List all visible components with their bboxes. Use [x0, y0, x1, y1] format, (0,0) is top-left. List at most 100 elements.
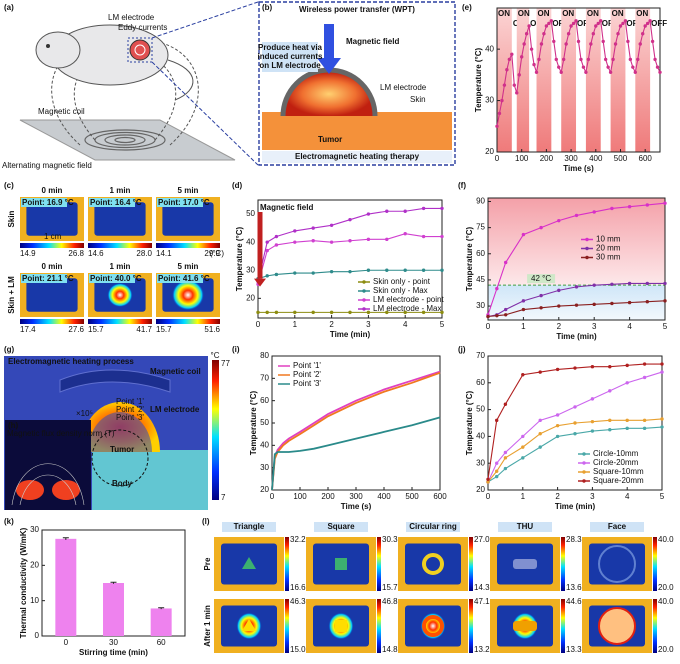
- scale-min: 15.7: [88, 325, 104, 334]
- scale-min: 16.6: [290, 583, 306, 592]
- point: [610, 301, 614, 306]
- point: [521, 445, 525, 449]
- point-readout: Point: 40.0 °C: [90, 274, 142, 283]
- y-tick-label: 45: [476, 275, 485, 284]
- legend-label: 20 mm: [596, 244, 621, 253]
- y-tick-label: 0: [35, 631, 40, 640]
- point: [532, 62, 536, 67]
- label: Eddy currents: [118, 23, 167, 32]
- panel-label: (a): [4, 3, 14, 12]
- panel-g-art: [4, 356, 219, 510]
- y-tick-label: 20: [260, 485, 269, 494]
- bar: [55, 538, 77, 636]
- x-tick-label: 4: [403, 320, 408, 329]
- x-tick-label: 300: [564, 154, 578, 163]
- label: on LM electrode: [259, 61, 321, 70]
- colorbar: [469, 537, 473, 591]
- scale-min: 14.6: [88, 249, 104, 258]
- point: [590, 429, 595, 433]
- point: [366, 268, 371, 272]
- legend-label: Point '3': [293, 379, 321, 388]
- point: [618, 24, 623, 28]
- legend-marker: [585, 255, 589, 260]
- point: [265, 240, 269, 244]
- y-tick-label: 30: [246, 265, 255, 274]
- off-label: OFF: [602, 19, 618, 28]
- point: [608, 428, 612, 432]
- x-tick-label: 0: [256, 320, 261, 329]
- point: [561, 57, 566, 62]
- shape-title-box: [406, 522, 460, 532]
- x-tick-label: 0: [486, 492, 491, 501]
- point: [625, 363, 629, 368]
- thermal-image-body: [94, 202, 146, 236]
- label: Alternating magnetic field: [2, 161, 92, 170]
- shape-title-box: [498, 522, 552, 532]
- point: [521, 434, 525, 439]
- point: [642, 418, 647, 423]
- point: [486, 314, 490, 319]
- plot-frame: [487, 197, 666, 321]
- y-tick-label: 20: [476, 485, 485, 494]
- point: [503, 456, 508, 460]
- x-tick-label: 5: [660, 492, 665, 501]
- point: [650, 39, 655, 44]
- x-tick-label: 0: [270, 492, 275, 501]
- point: [521, 307, 526, 312]
- scale-max: 28.3: [566, 535, 582, 544]
- x-tick-label: 100: [515, 154, 529, 163]
- pattern: [422, 615, 444, 637]
- colorbar: [88, 243, 152, 248]
- point: [403, 209, 407, 213]
- shape-title: THU: [517, 522, 534, 531]
- point: [385, 237, 389, 242]
- on-band: [610, 8, 626, 152]
- point: [504, 260, 508, 265]
- scale-max: 46.8: [382, 597, 398, 606]
- point: [504, 313, 508, 317]
- scale-max: 26.8: [68, 249, 84, 258]
- body: [92, 450, 208, 510]
- point: [655, 65, 660, 69]
- threshold-label: 42 °C: [531, 274, 551, 283]
- point: [557, 218, 561, 223]
- point: [507, 57, 512, 62]
- y-axis-label: Temperature (°C): [235, 226, 244, 291]
- point: [421, 268, 426, 272]
- point: [274, 310, 279, 315]
- point: [495, 418, 499, 423]
- point: [527, 24, 531, 28]
- panel-a-art: [19, 1, 259, 166]
- thermal-image-hot: [107, 282, 133, 308]
- label: Tumor: [318, 135, 342, 144]
- scale-min: 20.0: [658, 645, 674, 654]
- label: Magnetic flux density norm (T): [7, 429, 115, 438]
- point: [574, 303, 579, 307]
- y-tick-label: 60: [260, 396, 269, 405]
- error-bar: [62, 537, 69, 540]
- point: [576, 39, 581, 44]
- shape-title: Square: [327, 522, 355, 531]
- scale-min: 14.9: [20, 249, 36, 258]
- point: [505, 68, 509, 72]
- point-box: [21, 274, 67, 283]
- point: [348, 269, 352, 274]
- legend-label: Point '1': [293, 361, 321, 370]
- point-readout: Point: 16.4 °C: [90, 198, 142, 207]
- point: [539, 306, 543, 310]
- point-box: [157, 198, 203, 207]
- point: [440, 206, 444, 211]
- legend-label: 10 mm: [596, 235, 621, 244]
- point: [504, 307, 508, 312]
- point: [500, 98, 504, 103]
- point: [663, 281, 667, 286]
- point: [348, 310, 352, 315]
- point: [534, 70, 539, 74]
- y-tick-label: 20: [485, 147, 494, 156]
- scale-max: 30.3: [382, 535, 398, 544]
- bar: [103, 583, 124, 636]
- point: [512, 83, 516, 87]
- point: [645, 21, 650, 26]
- pattern: [422, 553, 444, 575]
